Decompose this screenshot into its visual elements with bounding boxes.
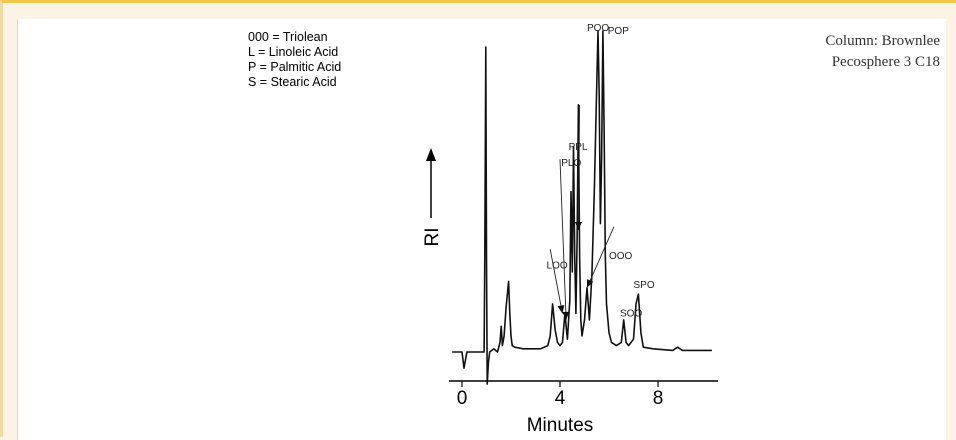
peak-label: POO <box>587 23 609 34</box>
peak-label: POP <box>608 26 629 37</box>
column-note: Column: Brownlee Pecosphere 3 C18 <box>825 31 940 73</box>
legend-item-triolean: 000 = Triolean <box>248 30 328 44</box>
legend-item-stearic: S = Stearic Acid <box>248 75 337 89</box>
plot-area <box>452 30 712 385</box>
annotation-arrow-line <box>559 159 567 320</box>
annotation-arrow-line <box>586 226 615 288</box>
peak-label: PLO <box>561 158 581 169</box>
peak-label: OOO <box>609 251 633 262</box>
content-panel <box>17 19 946 440</box>
legend-item-linoleic: L = Linoleic Acid <box>248 45 339 59</box>
x-tick-label: 8 <box>653 388 664 409</box>
annotation-arrow-line <box>549 249 563 314</box>
y-axis-title-group: RI <box>422 148 443 247</box>
y-axis-title: RI <box>422 228 443 247</box>
peak-label: SPO <box>634 280 655 291</box>
peak-label: LOO <box>547 261 568 272</box>
x-tick-label: 4 <box>555 388 566 409</box>
annotation-arrow-head <box>562 311 570 320</box>
annotation-arrow-head <box>586 279 594 288</box>
x-axis-ticks: 0 4 8 <box>457 381 664 409</box>
x-axis-title: Minutes <box>527 415 594 436</box>
column-note-line2: Pecosphere 3 C18 <box>831 54 940 70</box>
x-tick-label: 0 <box>457 388 468 409</box>
peak-label: PPL <box>569 142 588 153</box>
chart-legend: 000 = Triolean L = Linoleic Acid P = Pal… <box>248 30 341 90</box>
annotation-arrow-head <box>557 304 565 314</box>
annotation-arrow-head <box>574 221 582 231</box>
legend-item-palmitic: P = Palmitic Acid <box>248 60 342 74</box>
annotation-arrow-line <box>577 104 581 231</box>
peak-label: SOO <box>620 309 642 320</box>
y-axis-arrow-head <box>426 148 436 161</box>
chromatogram-trace <box>452 30 712 385</box>
column-note-line1: Column: Brownlee <box>825 33 940 49</box>
